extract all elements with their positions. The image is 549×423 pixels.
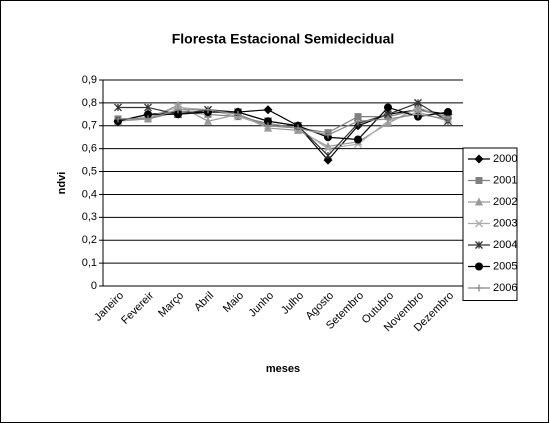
data-point bbox=[384, 118, 392, 127]
data-point bbox=[354, 113, 362, 121]
data-point bbox=[384, 115, 392, 123]
legend-label: 2004 bbox=[493, 239, 517, 251]
data-point bbox=[354, 135, 362, 144]
data-point bbox=[264, 122, 272, 130]
y-tick-label: 0 bbox=[91, 280, 97, 292]
legend-label: 2002 bbox=[493, 196, 517, 208]
data-point bbox=[384, 103, 392, 112]
legend-marker bbox=[475, 284, 483, 292]
data-point bbox=[144, 115, 152, 123]
x-axis-label: meses bbox=[266, 363, 300, 375]
y-tick-label: 0,5 bbox=[82, 165, 97, 177]
y-tick-label: 0,9 bbox=[82, 74, 97, 86]
data-point bbox=[354, 117, 362, 125]
y-tick-label: 0,7 bbox=[82, 120, 97, 132]
data-point bbox=[204, 106, 212, 114]
data-point bbox=[144, 110, 152, 119]
y-tick-label: 0,6 bbox=[82, 143, 97, 155]
legend-label: 2000 bbox=[493, 153, 517, 165]
data-point bbox=[414, 110, 422, 118]
data-point bbox=[324, 131, 332, 139]
legend-marker bbox=[475, 219, 483, 228]
y-tick-label: 0,4 bbox=[82, 188, 97, 200]
data-point bbox=[114, 103, 122, 112]
data-point bbox=[174, 100, 182, 109]
data-point bbox=[414, 98, 422, 107]
data-point bbox=[324, 151, 332, 160]
data-point bbox=[234, 110, 242, 118]
data-point bbox=[174, 106, 182, 114]
legend-box bbox=[462, 147, 518, 301]
y-tick-label: 0,8 bbox=[82, 97, 97, 109]
legend-marker bbox=[475, 262, 483, 271]
y-tick-label: 0,2 bbox=[82, 234, 97, 246]
series-line bbox=[118, 109, 449, 136]
data-point bbox=[263, 105, 273, 115]
series-line bbox=[117, 104, 449, 148]
data-point bbox=[294, 124, 302, 132]
data-point bbox=[444, 108, 452, 117]
data-point bbox=[444, 115, 452, 123]
y-axis-label: ndvi bbox=[56, 172, 68, 195]
data-point bbox=[144, 103, 152, 112]
y-tick-label: 0,1 bbox=[82, 257, 97, 269]
legend-label: 2003 bbox=[493, 217, 517, 229]
legend-marker bbox=[475, 197, 483, 206]
data-point bbox=[114, 115, 122, 123]
series-line bbox=[117, 109, 449, 162]
legend-label: 2006 bbox=[493, 282, 517, 294]
legend-marker bbox=[475, 177, 483, 184]
data-point bbox=[204, 116, 212, 125]
legend-label: 2005 bbox=[493, 260, 517, 272]
legend-label: 2001 bbox=[493, 174, 517, 186]
data-point bbox=[414, 102, 422, 111]
legend-marker bbox=[475, 241, 483, 249]
series-line bbox=[117, 106, 449, 141]
data-point bbox=[174, 110, 182, 119]
data-point bbox=[324, 144, 332, 153]
chart-title: Floresta Estacional Semidecidual bbox=[172, 31, 395, 47]
data-point bbox=[264, 117, 272, 126]
y-tick-label: 0,3 bbox=[82, 211, 97, 223]
legend-marker bbox=[474, 154, 484, 164]
